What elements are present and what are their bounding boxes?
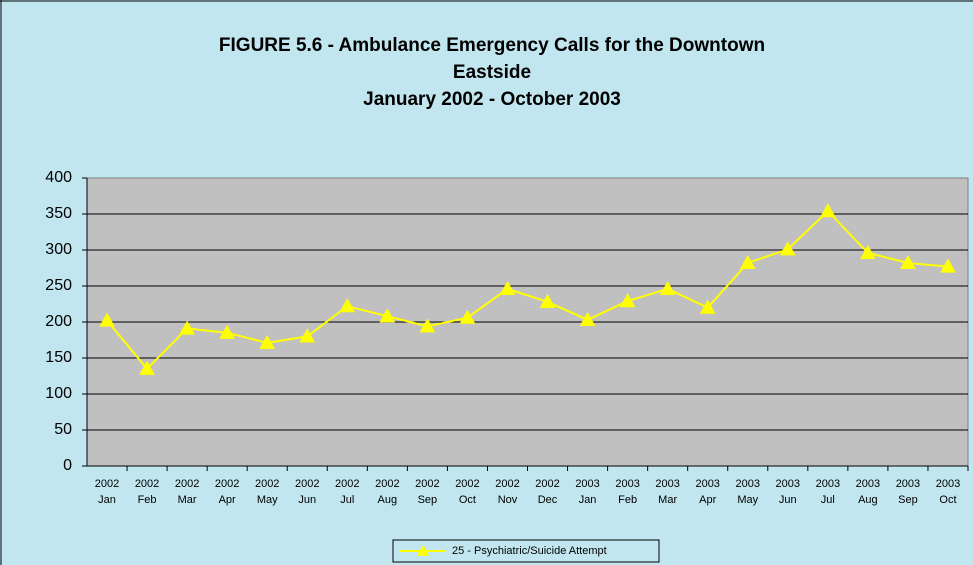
marker	[539, 293, 556, 308]
x-tick-label: 2003	[695, 478, 719, 490]
x-tick-label: 2002	[95, 478, 119, 490]
x-tick-label: Aug	[378, 494, 398, 506]
marker	[699, 299, 716, 314]
marker	[860, 244, 876, 259]
chart-title: January 2002 - October 2003	[363, 89, 621, 110]
marker	[299, 328, 316, 343]
marker	[779, 241, 796, 256]
x-tick-label: 2002	[335, 478, 359, 490]
x-tick-label: 2003	[936, 478, 960, 490]
x-tick-label: 2002	[415, 478, 439, 490]
x-tick-label: Jul	[821, 494, 835, 506]
marker	[940, 258, 956, 273]
legend	[392, 539, 660, 563]
x-tick-label: May	[257, 494, 278, 506]
x-tick-label: Mar	[658, 494, 677, 506]
x-tick-label: 2002	[255, 478, 279, 490]
x-tick-label: Apr	[699, 494, 716, 506]
y-tick-label: 50	[54, 421, 72, 438]
x-tick-label: Feb	[618, 494, 637, 506]
x-tick-label: Jan	[579, 494, 597, 506]
marker	[739, 254, 756, 270]
chart-title: FIGURE 5.6 - Ambulance Emergency Calls f…	[219, 35, 765, 56]
y-tick-label: 200	[45, 313, 72, 330]
y-tick-label: 300	[45, 241, 72, 258]
x-tick-label: Feb	[138, 494, 157, 506]
marker	[179, 320, 195, 335]
x-tick-label: Dec	[538, 494, 558, 506]
x-tick-label: Jun	[779, 494, 797, 506]
x-tick-label: May	[737, 494, 758, 506]
legend-label: 25 - Psychiatric/Suicide Attempt	[452, 545, 607, 557]
marker	[99, 312, 115, 327]
legend-swatch	[417, 545, 429, 556]
y-tick-label: 0	[63, 457, 72, 474]
x-tick-label: 2003	[816, 478, 840, 490]
marker	[339, 298, 356, 313]
x-tick-label: Oct	[459, 494, 476, 506]
marker	[900, 254, 916, 270]
chart-title: Eastside	[453, 62, 531, 83]
x-tick-label: 2002	[135, 478, 159, 490]
marker	[219, 324, 236, 339]
marker	[459, 309, 476, 324]
x-tick-label: Jan	[98, 494, 116, 506]
x-tick-label: 2003	[776, 478, 800, 490]
x-tick-label: 2003	[615, 478, 639, 490]
x-tick-label: 2003	[655, 478, 679, 490]
x-tick-label: 2003	[575, 478, 599, 490]
marker	[619, 293, 636, 308]
x-tick-label: Sep	[418, 494, 438, 506]
marker	[259, 334, 276, 349]
y-tick-label: 250	[45, 277, 72, 294]
x-tick-label: 2002	[495, 478, 519, 490]
x-tick-label: 2003	[856, 478, 880, 490]
x-tick-label: 2002	[175, 478, 199, 490]
x-tick-label: Sep	[898, 494, 918, 506]
x-tick-label: Aug	[858, 494, 878, 506]
x-tick-label: 2002	[295, 478, 319, 490]
x-tick-label: 2003	[736, 478, 760, 490]
marker	[419, 318, 436, 333]
x-tick-label: Jul	[340, 494, 354, 506]
x-tick-label: Mar	[178, 494, 197, 506]
marker	[379, 308, 396, 323]
x-tick-label: 2002	[455, 478, 479, 490]
marker	[819, 203, 836, 218]
x-tick-label: Apr	[219, 494, 236, 506]
marker	[499, 280, 516, 295]
y-tick-label: 150	[45, 349, 72, 366]
x-tick-label: Jun	[298, 494, 316, 506]
x-tick-label: 2002	[215, 478, 239, 490]
x-tick-label: Oct	[939, 494, 956, 506]
marker	[139, 360, 155, 375]
y-tick-label: 400	[45, 169, 72, 186]
x-tick-label: Nov	[498, 494, 518, 506]
y-tick-label: 100	[45, 385, 72, 402]
line	[106, 209, 949, 371]
x-tick-label: 2002	[375, 478, 399, 490]
marker	[579, 311, 596, 326]
x-tick-label: 2002	[535, 478, 559, 490]
x-tick-label: 2003	[896, 478, 920, 490]
marker	[659, 280, 676, 295]
y-tick-label: 350	[45, 205, 72, 222]
